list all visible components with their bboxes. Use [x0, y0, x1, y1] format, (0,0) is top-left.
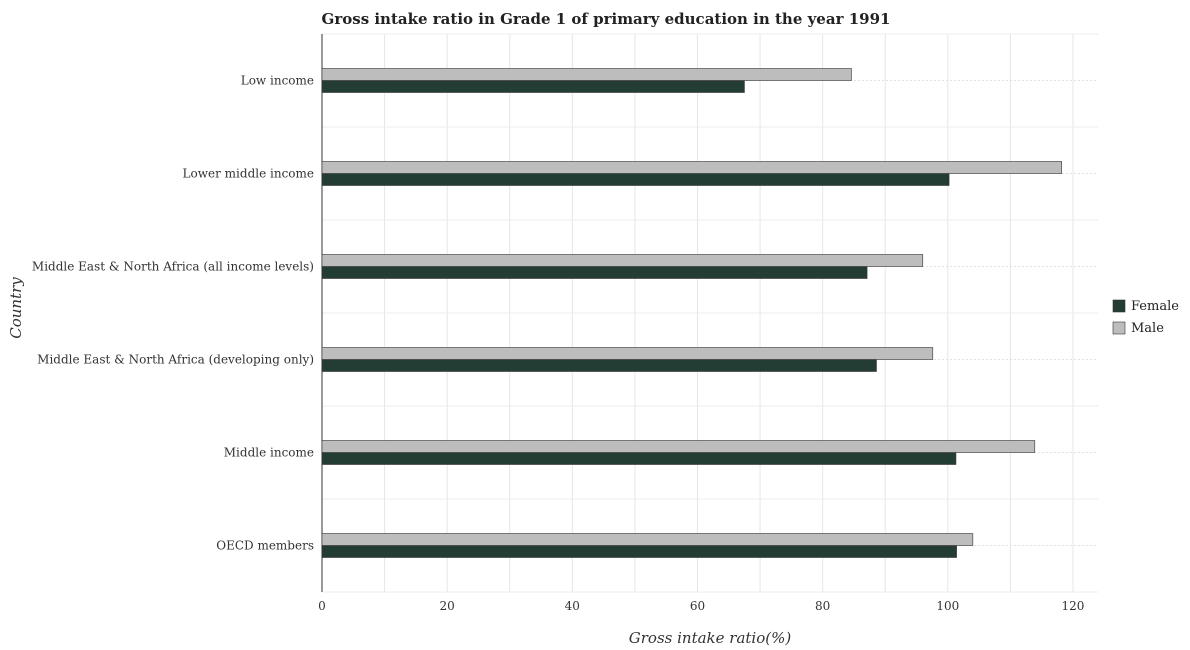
bar-female [321, 266, 868, 279]
bar-male [321, 161, 1063, 174]
y-tick-label: Lower middle income [183, 167, 314, 181]
bar-male [321, 347, 934, 360]
y-tick-label: OECD members [216, 539, 314, 553]
legend: Female Male [1112, 299, 1179, 336]
legend-label-male: Male [1131, 321, 1164, 336]
chart-title: Gross intake ratio in Grade 1 of primary… [322, 10, 891, 28]
bar-female [321, 80, 745, 93]
x-tick-label: 40 [565, 599, 580, 613]
y-tick-label: Middle East & North Africa (all income l… [32, 260, 314, 274]
bar-male [321, 533, 974, 546]
x-tick-label: 0 [318, 599, 326, 613]
x-axis-label: Gross intake ratio(%) [629, 629, 792, 647]
bar-female [321, 545, 957, 558]
bar-female [321, 173, 950, 186]
bar-male [321, 440, 1036, 453]
y-tick-label: Middle income [224, 446, 314, 460]
y-tick-label: Low income [241, 74, 314, 88]
legend-label-female: Female [1131, 299, 1179, 314]
bar-male [321, 254, 924, 267]
bar-male [321, 68, 852, 81]
legend-swatch-female [1112, 299, 1126, 313]
bars [321, 68, 1063, 558]
y-tick-label: Middle East & North Africa (developing o… [37, 353, 314, 367]
x-tick-label: 120 [1062, 599, 1085, 613]
x-tick-labels: 0 20 40 60 80 100 120 [318, 599, 1084, 613]
legend-swatch-male [1112, 321, 1126, 335]
x-tick-label: 80 [815, 599, 830, 613]
x-tick-label: 20 [440, 599, 455, 613]
y-tick-labels: Low income Lower middle income Middle East… [32, 74, 314, 553]
bar-female [321, 452, 957, 465]
x-tick-label: 100 [936, 599, 959, 613]
y-axis-label: Country [7, 277, 25, 339]
bar-female [321, 359, 877, 372]
x-tick-label: 60 [690, 599, 705, 613]
grid [321, 33, 1098, 593]
